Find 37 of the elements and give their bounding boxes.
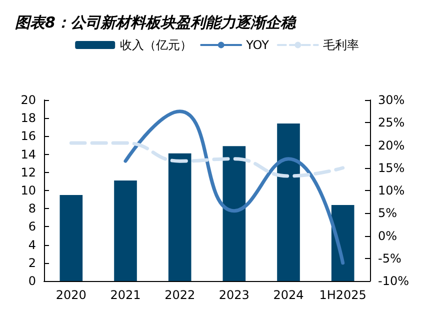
y2-tick-label: 15%	[378, 160, 405, 175]
x-tick-label: 2024	[273, 288, 304, 302]
y-tick-label: 20	[20, 93, 36, 107]
x-tick-label: 2023	[218, 288, 250, 302]
y-tick-label: 14	[20, 147, 36, 162]
y2-tick-label: -10%	[378, 274, 410, 288]
legend-label: YOY	[245, 38, 270, 52]
chart-title: 图表8：公司新材料板块盈利能力逐渐企稳	[15, 14, 296, 32]
y-tick-label: 6	[28, 220, 36, 234]
bar	[222, 146, 246, 281]
x-tick-label: 2022	[164, 288, 196, 302]
y-tick-label: 16	[20, 129, 36, 144]
bar	[60, 195, 83, 281]
legend-label: 收入（亿元）	[120, 38, 192, 52]
y-tick-label: 4	[28, 238, 36, 252]
y-tick-label: 2	[28, 256, 36, 270]
x-tick-label: 1H2025	[319, 288, 366, 302]
y2-tick-label: 0%	[378, 228, 398, 243]
y-tick-label: 12	[20, 165, 36, 180]
legend-label: 毛利率	[322, 38, 359, 52]
y-tick-label: 0	[28, 274, 36, 288]
y-tick-label: 18	[20, 111, 36, 126]
y2-tick-label: 25%	[378, 116, 405, 130]
y2-tick-label: 10%	[378, 184, 405, 198]
line-series	[124, 110, 345, 265]
bar	[114, 180, 137, 281]
y-tick-label: 8	[28, 202, 36, 216]
y2-tick-label: 5%	[378, 206, 398, 220]
y-tick-label: 10	[20, 184, 36, 198]
bar	[277, 124, 300, 281]
y2-tick-label: 30%	[378, 93, 405, 107]
x-tick-label: 2021	[110, 288, 141, 302]
bar	[168, 153, 192, 281]
x-tick-label: 2020	[56, 288, 86, 302]
line-series	[69, 141, 345, 178]
y2-tick-label: 20%	[378, 138, 405, 152]
y2-tick-label: -5%	[378, 251, 402, 266]
